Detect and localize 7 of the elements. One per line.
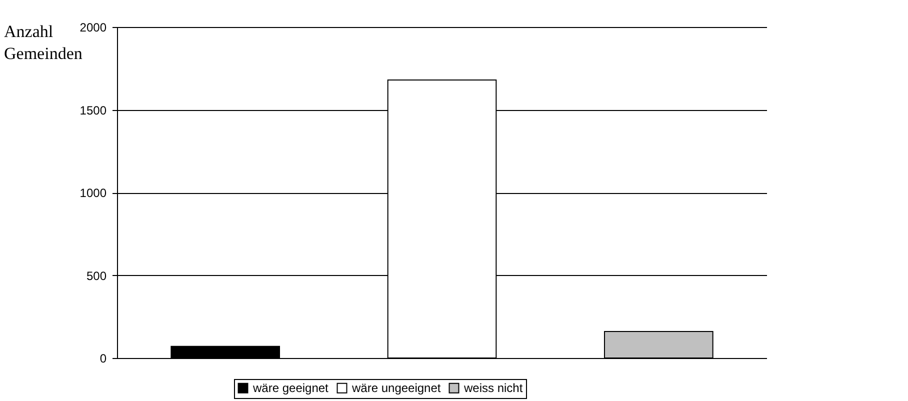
y-tick-label: 500 [86,268,107,283]
legend-label: wäre ungeeignet [351,381,442,396]
y-tick-label: 1000 [80,186,107,200]
legend-label: wäre geeignet [252,381,330,396]
y-tick-label: 0 [100,352,107,366]
y-tick-label: 1500 [80,103,107,118]
legend-label: weiss nicht [463,381,524,396]
